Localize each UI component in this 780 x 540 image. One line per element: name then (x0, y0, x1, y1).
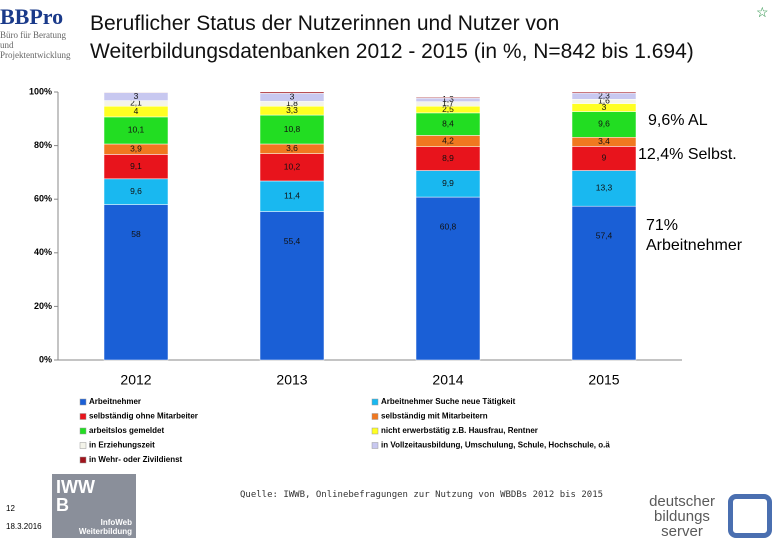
bar-segment (259, 153, 325, 182)
bar-segment (571, 91, 637, 94)
legend-label: arbeitslos gemeldet (89, 426, 164, 435)
value-label: 1,8 (286, 98, 298, 108)
y-tick-label: 40% (34, 247, 52, 257)
value-label: 55,4 (284, 236, 301, 246)
value-label: 3,3 (286, 105, 298, 115)
legend-swatch (79, 442, 87, 449)
bar-segment (415, 170, 481, 198)
dbs-logo: deutscher bildungs server (649, 493, 715, 540)
y-tick-label: 100% (29, 86, 52, 96)
star-icon: ☆ (756, 4, 769, 20)
value-label: 10,2 (284, 162, 301, 172)
value-label: 58 (131, 229, 141, 239)
bar-segment (571, 205, 637, 361)
value-label: 4,2 (442, 135, 454, 145)
bar-segment (571, 111, 637, 138)
value-label: 1,3 (442, 94, 454, 104)
bar-segment (259, 180, 325, 212)
bar-segment (259, 211, 325, 361)
value-label: 3 (290, 92, 295, 102)
bar-segment (571, 146, 637, 171)
y-tick-label: 80% (34, 140, 52, 150)
annotation: 71% Arbeitnehmer (646, 217, 743, 254)
value-label: 60,8 (440, 221, 457, 231)
value-label: 2,1 (130, 98, 142, 108)
value-label: 3,6 (286, 143, 298, 153)
bar-segment (103, 154, 169, 180)
dbs-icon (728, 494, 772, 538)
bar-segment (259, 91, 325, 94)
legend-label: in Erziehungszeit (89, 441, 155, 450)
value-label: 8,4 (442, 118, 454, 128)
legend-label: nicht erwerbstätig z.B. Hausfrau, Rentne… (381, 426, 538, 435)
value-label: 8,9 (442, 153, 454, 163)
bar-segment (103, 116, 169, 145)
value-label: 2,3 (598, 90, 610, 100)
x-tick-label: 2013 (276, 372, 307, 388)
annotation: 9,6% AL (648, 112, 708, 129)
iwwb-text: IWWB (56, 477, 95, 515)
y-tick-label: 0% (39, 354, 52, 364)
value-label: 3 (134, 91, 139, 101)
date: 18.3.2016 (6, 522, 42, 531)
page-number: 12 (6, 504, 15, 513)
iwwb-subtitle: InfoWeb Weiterbildung (78, 518, 132, 536)
value-label: 10,1 (128, 125, 145, 135)
value-label: 9,6 (598, 119, 610, 129)
legend-swatch (79, 398, 87, 406)
logo: BBPro (0, 4, 64, 29)
legend-label: selbständig mit Mitarbeitern (381, 412, 488, 421)
value-label: 9 (602, 153, 607, 163)
value-label: 1,6 (598, 96, 610, 106)
x-tick-label: 2014 (432, 372, 463, 388)
value-label: 9,9 (442, 178, 454, 188)
source: Quelle: IWWB, Onlinebefragungen zur Nutz… (240, 490, 604, 500)
legend-swatch (79, 413, 87, 420)
value-label: 13,3 (596, 183, 613, 193)
logo-subtitle: Büro für Beratung und Projektentwicklung (0, 30, 71, 60)
annotation: 12,4% Selbst. (638, 146, 737, 163)
legend-label: in Wehr- oder Zivildienst (89, 455, 183, 464)
value-label: 4 (134, 106, 139, 116)
value-label: 9,6 (130, 186, 142, 196)
value-label: 10,8 (284, 124, 301, 134)
legend-label: Arbeitnehmer Suche neue Tätigkeit (381, 397, 516, 406)
legend-label: Arbeitnehmer (89, 397, 141, 406)
bar-segment (571, 170, 637, 207)
bar-segment (415, 97, 481, 99)
bar-segment (259, 114, 325, 145)
legend-swatch (79, 456, 87, 464)
legend-swatch (371, 442, 379, 449)
value-label: 3,9 (130, 143, 142, 153)
x-tick-label: 2012 (120, 372, 151, 388)
bar-segment (103, 91, 169, 93)
value-label: 1,7 (442, 98, 454, 108)
legend-swatch (79, 427, 87, 435)
x-tick-label: 2015 (588, 372, 619, 388)
value-label: 9,1 (130, 161, 142, 171)
legend-swatch (371, 413, 379, 420)
value-label: 11,4 (284, 191, 300, 201)
value-label: 2,5 (442, 104, 454, 114)
bar-segment (103, 178, 169, 205)
bar-segment (415, 196, 481, 361)
legend-label: in Vollzeitausbildung, Umschulung, Schul… (381, 441, 610, 450)
value-label: 57,4 (596, 230, 613, 240)
legend-swatch (371, 427, 379, 435)
value-label: 3,4 (598, 136, 610, 146)
bar-segment (103, 204, 169, 361)
y-tick-label: 20% (34, 301, 52, 311)
y-tick-label: 60% (34, 194, 52, 204)
chart-title: Beruflicher Status der Nutzerinnen und N… (90, 12, 694, 63)
legend-swatch (371, 398, 379, 406)
legend-label: selbständig ohne Mitarbeiter (89, 412, 198, 421)
value-label: 3 (602, 102, 607, 112)
iwwb-logo: IWWB InfoWeb Weiterbildung (52, 474, 136, 538)
